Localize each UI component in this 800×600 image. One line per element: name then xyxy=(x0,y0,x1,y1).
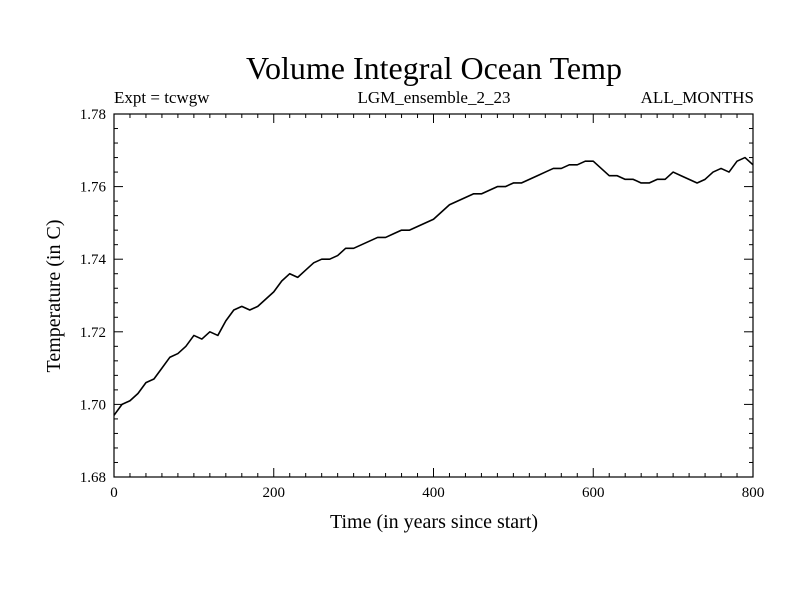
x-tick-label: 800 xyxy=(742,485,765,501)
axis-tick-labels: 0 200 400 600 800 1.68 1.70 1.72 1.74 1.76 1.78 xyxy=(80,107,765,501)
series-line xyxy=(113,156,754,416)
y-tick-label: 1.72 xyxy=(80,325,106,341)
y-tick-label: 1.68 xyxy=(80,470,106,486)
x-tick-label: 200 xyxy=(263,485,286,501)
y-tick-label: 1.74 xyxy=(80,252,107,268)
y-tick-label: 1.70 xyxy=(80,397,106,413)
x-axis-label: Time (in years since start) xyxy=(330,511,538,533)
x-tick-label: 600 xyxy=(582,485,605,501)
axis-ticks xyxy=(113,113,754,478)
y-tick-label: 1.78 xyxy=(80,107,106,123)
subtitle-months: ALL_MONTHS xyxy=(641,88,754,107)
x-tick-label: 400 xyxy=(422,485,445,501)
y-tick-label: 1.76 xyxy=(80,180,107,196)
x-tick-label: 0 xyxy=(110,485,118,501)
series-layer xyxy=(113,156,754,416)
y-axis-label: Temperature (in C) xyxy=(43,220,65,373)
subtitle-experiment: Expt = tcwgw xyxy=(114,88,210,107)
subtitle-ensemble: LGM_ensemble_2_23 xyxy=(358,88,511,107)
chart-title: Volume Integral Ocean Temp xyxy=(246,50,622,86)
